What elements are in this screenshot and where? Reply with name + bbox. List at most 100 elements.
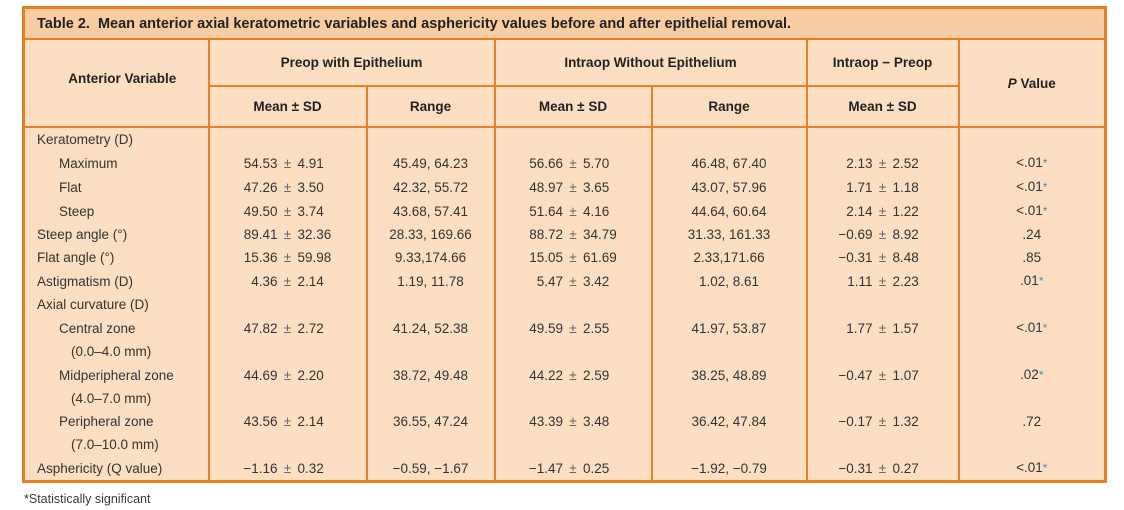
cell-preop-mean-sd <box>207 340 367 363</box>
column-group-intraop: Intraop Without Epithelium <box>493 39 807 87</box>
cell-difference-mean-sd: −0.31 ±8.48 <box>805 246 959 269</box>
cell-preop-range: 45.49, 64.23 <box>365 151 495 175</box>
cell-p-value: <.01* <box>957 456 1106 482</box>
row-label: Steep angle (°) <box>23 223 209 246</box>
table-title: Table 2. Mean anterior axial keratometri… <box>23 7 1106 40</box>
cell-p-value: .02* <box>957 363 1106 387</box>
column-header-intraop-range: Range <box>650 86 807 128</box>
cell-preop-mean-sd: 49.50 ±3.74 <box>207 199 367 223</box>
table-row: Central zone 47.82 ±2.72 41.24, 52.38 49.… <box>23 316 1106 340</box>
significance-asterisk: * <box>1042 180 1048 194</box>
cell-intraop-range: 1.02, 8.61 <box>650 269 807 293</box>
cell-intraop-range: 31.33, 161.33 <box>650 223 807 246</box>
column-header-difference-mean-sd: Mean ± SD <box>805 86 959 128</box>
cell-preop-range: 9.33,174.66 <box>365 246 495 269</box>
cell-preop-mean-sd: 47.82 ±2.72 <box>207 316 367 340</box>
cell-intraop-range: 44.64, 60.64 <box>650 199 807 223</box>
cell-preop-range: 28.33, 169.66 <box>365 223 495 246</box>
cell-intraop-range: 46.48, 67.40 <box>650 151 807 175</box>
cell-preop-range <box>365 387 495 410</box>
column-header-p-value: P Value <box>957 39 1106 128</box>
cell-difference-mean-sd <box>805 387 959 410</box>
row-label: (0.0–4.0 mm) <box>23 340 209 363</box>
row-label: Peripheral zone <box>23 410 209 433</box>
significance-asterisk: * <box>1038 368 1044 382</box>
row-label: Asphericity (Q value) <box>23 456 209 482</box>
significance-asterisk: * <box>1042 321 1048 335</box>
cell-difference-mean-sd <box>805 127 959 151</box>
p-symbol: P <box>1007 75 1017 91</box>
table-row: Axial curvature (D) <box>23 293 1106 316</box>
cell-preop-range: 42.32, 55.72 <box>365 175 495 199</box>
cell-preop-range: 36.55, 47.24 <box>365 410 495 433</box>
table-row: Flat angle (°) 15.36 ±59.98 9.33,174.66 1… <box>23 246 1106 269</box>
cell-intraop-mean-sd: −1.47 ±0.25 <box>493 456 652 482</box>
table-row: Keratometry (D) <box>23 127 1106 151</box>
cell-intraop-range: 43.07, 57.96 <box>650 175 807 199</box>
cell-intraop-mean-sd <box>493 293 652 316</box>
row-label: Steep <box>23 199 209 223</box>
significance-asterisk: * <box>1042 204 1048 218</box>
cell-p-value <box>957 127 1106 151</box>
keratometry-table: Table 2. Mean anterior axial keratometri… <box>22 6 1108 483</box>
row-label: Keratometry (D) <box>23 127 209 151</box>
table-row: (0.0–4.0 mm) <box>23 340 1106 363</box>
cell-p-value: .24 <box>957 223 1106 246</box>
row-label: Midperipheral zone <box>23 363 209 387</box>
cell-difference-mean-sd: 1.77 ±1.57 <box>805 316 959 340</box>
cell-difference-mean-sd <box>805 293 959 316</box>
cell-p-value: <.01* <box>957 199 1106 223</box>
cell-intraop-range: 36.42, 47.84 <box>650 410 807 433</box>
table-row: Steep angle (°) 89.41 ±32.36 28.33, 169.6… <box>23 223 1106 246</box>
row-label: Maximum <box>23 151 209 175</box>
cell-preop-mean-sd: 47.26 ±3.50 <box>207 175 367 199</box>
row-label: (7.0–10.0 mm) <box>23 433 209 456</box>
sub-header-row: Mean ± SD Range Mean ± SD Range Mean ± S… <box>24 86 1106 128</box>
column-header-preop-range: Range <box>365 86 495 128</box>
table-title-row: Table 2. Mean anterior axial keratometri… <box>23 7 1106 40</box>
cell-p-value <box>957 433 1106 456</box>
row-label: Flat <box>23 175 209 199</box>
cell-intraop-mean-sd <box>493 433 652 456</box>
p-value-label: Value <box>1016 75 1056 91</box>
table-row: Asphericity (Q value) −1.16 ±0.32 −0.59, … <box>23 456 1106 482</box>
cell-intraop-mean-sd <box>493 387 652 410</box>
significance-asterisk: * <box>1038 274 1044 288</box>
cell-p-value: <.01* <box>957 316 1106 340</box>
column-group-difference: Intraop − Preop <box>805 39 959 87</box>
cell-intraop-mean-sd <box>493 127 652 151</box>
cell-difference-mean-sd: 2.14 ±1.22 <box>805 199 959 223</box>
cell-preop-range <box>365 127 495 151</box>
cell-p-value <box>957 293 1106 316</box>
footnote: *Statistically significant <box>24 492 151 506</box>
cell-preop-mean-sd: 43.56 ±2.14 <box>207 410 367 433</box>
cell-difference-mean-sd <box>805 340 959 363</box>
cell-preop-mean-sd: 54.53 ±4.91 <box>207 151 367 175</box>
cell-intraop-range: −1.92, −0.79 <box>650 456 807 482</box>
cell-p-value: <.01* <box>957 175 1106 199</box>
cell-difference-mean-sd <box>805 433 959 456</box>
cell-intraop-mean-sd: 48.97 ±3.65 <box>493 175 652 199</box>
row-label: Central zone <box>23 316 209 340</box>
cell-p-value: .72 <box>957 410 1106 433</box>
cell-intraop-mean-sd: 15.05 ±61.69 <box>493 246 652 269</box>
cell-preop-mean-sd <box>207 293 367 316</box>
cell-intraop-mean-sd: 5.47 ±3.42 <box>493 269 652 293</box>
cell-intraop-range <box>650 340 807 363</box>
cell-preop-range: 43.68, 57.41 <box>365 199 495 223</box>
cell-difference-mean-sd: 2.13 ±2.52 <box>805 151 959 175</box>
row-label: Flat angle (°) <box>23 246 209 269</box>
cell-difference-mean-sd: −0.31 ±0.27 <box>805 456 959 482</box>
table-row: Maximum 54.53 ±4.91 45.49, 64.23 56.66 ±5.… <box>23 151 1106 175</box>
cell-difference-mean-sd: −0.69 ±8.92 <box>805 223 959 246</box>
table-row: Peripheral zone 43.56 ±2.14 36.55, 47.24 … <box>23 410 1106 433</box>
cell-preop-mean-sd: 44.69 ±2.20 <box>207 363 367 387</box>
column-header-intraop-mean-sd: Mean ± SD <box>493 86 652 128</box>
cell-p-value: .01* <box>957 269 1106 293</box>
row-label: (4.0–7.0 mm) <box>23 387 209 410</box>
row-label: Axial curvature (D) <box>23 293 209 316</box>
cell-preop-mean-sd <box>207 387 367 410</box>
cell-difference-mean-sd: −0.47 ±1.07 <box>805 363 959 387</box>
cell-difference-mean-sd: 1.71 ±1.18 <box>805 175 959 199</box>
